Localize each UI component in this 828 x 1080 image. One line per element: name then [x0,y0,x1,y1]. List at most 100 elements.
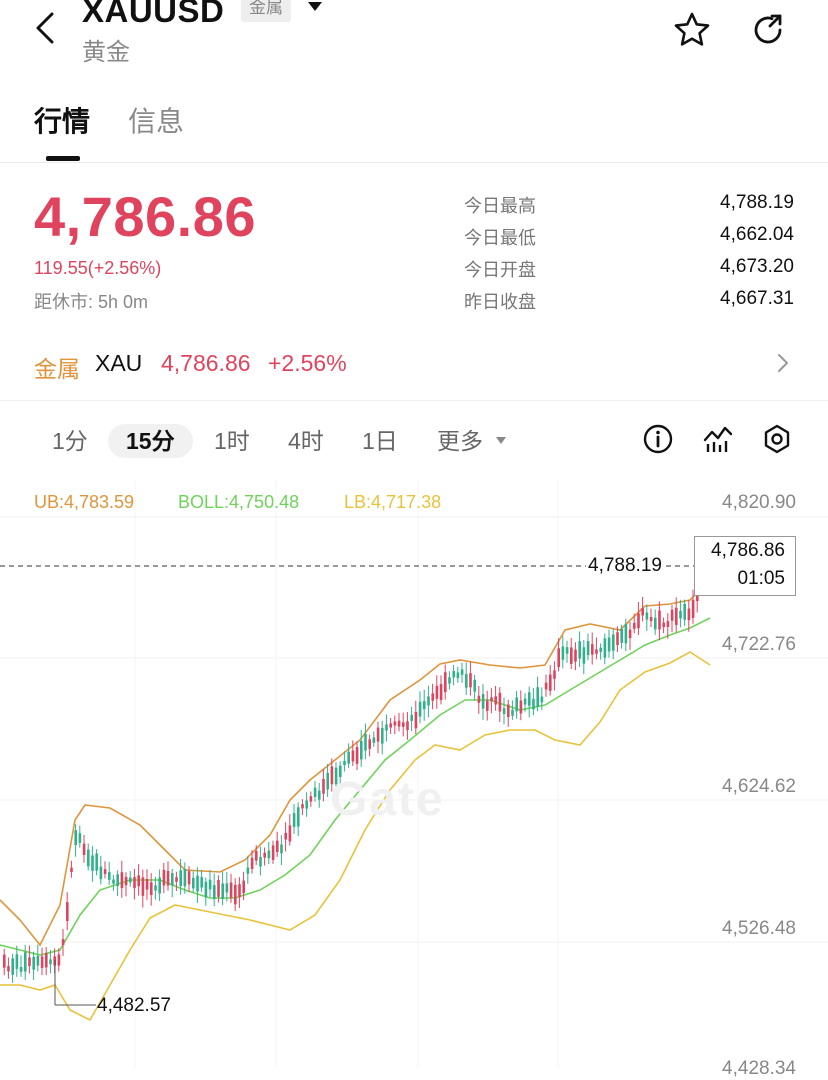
candle-body [616,632,619,645]
candle-body [364,733,367,751]
candle-body [217,879,220,897]
stat-label-open: 今日开盘 [464,260,536,280]
candle-body [284,832,287,840]
chevron-right-icon[interactable] [772,350,794,376]
candle-body [255,851,258,861]
candle-body [129,877,132,883]
share-button[interactable] [748,10,788,50]
candle-body [414,711,418,729]
candle-body [410,714,413,721]
candle-body [385,724,388,731]
candle-body [389,723,392,728]
candle-body [586,641,590,656]
back-button[interactable] [30,6,70,50]
candle-body [666,621,670,627]
candle-body [309,796,313,802]
interval-more[interactable]: 更多 [437,428,483,454]
related-price[interactable]: 4,786.86 [161,350,251,376]
candle-body [553,670,556,679]
candle-body [397,720,401,727]
candle-body [654,617,657,630]
candle-body [633,622,636,629]
candle-body [624,623,628,644]
candle-body [381,728,384,744]
candle-body [95,853,98,871]
favorite-button[interactable] [672,10,712,50]
stat-value-high: 4,788.19 [720,192,794,213]
candle-body [486,700,489,711]
candle-body [591,644,594,655]
candle-body [431,693,434,701]
candle-body [263,852,266,858]
candle-body [523,698,527,705]
candle-body [162,869,166,886]
candle-body [607,637,611,652]
candle-body [19,966,23,972]
candle-body [318,790,321,800]
dropdown-caret-icon[interactable] [308,2,322,11]
candle-body [3,954,6,968]
candle-body [313,787,317,797]
chart-settings-button[interactable] [760,422,794,456]
candle-body [7,966,10,972]
chart-info-button[interactable] [641,422,675,456]
candle-body [179,870,182,887]
candle-body [124,876,128,886]
market-close-countdown: 距休市: 5h 0m [34,292,149,312]
candle-body [288,825,292,842]
candle-body [658,610,661,630]
interval-1h[interactable]: 1时 [214,428,250,454]
interval-4h[interactable]: 4时 [288,428,324,454]
interval-1d[interactable]: 1日 [362,428,398,454]
candle-body [368,739,371,749]
related-change[interactable]: +2.56% [268,350,347,376]
candle-body [469,673,472,688]
candle-body [376,727,380,742]
candle-body [66,902,69,922]
candle-body [511,709,514,716]
candle-body [166,870,170,886]
symbol-subtitle: 黄金 [82,39,130,66]
candle-body [57,954,61,966]
low-marker-label: 4,482.57 [97,995,171,1016]
candle-body [70,867,73,873]
candle-body [515,697,518,712]
candle-body [427,696,430,706]
candle-body [301,804,304,809]
related-symbol[interactable]: XAU [95,350,143,376]
candle-body [305,800,308,809]
tab-market[interactable]: 行情 [34,106,91,137]
candle-body [133,877,136,889]
candle-body [11,958,14,975]
candle-body [74,830,77,846]
category-badge: 金属 [241,0,291,22]
candle-body [599,647,602,652]
candle-body [250,857,254,869]
tab-info[interactable]: 信息 [128,106,185,137]
candle-body [679,610,682,619]
candle-body [402,722,405,727]
candle-body [582,647,586,664]
candle-body [347,751,350,764]
candle-body [145,878,149,890]
indicator-icon [703,426,733,452]
symbol-title[interactable]: XAUUSD [82,0,225,29]
candle-body [158,877,161,894]
chevron-down-icon[interactable] [496,437,506,444]
candle-body [292,813,296,827]
interval-15m[interactable]: 15分 [108,424,193,458]
candle-body [120,872,124,889]
candle-body [393,721,397,726]
candle-body [183,869,187,887]
candle-body [259,856,262,867]
chart-indicators-button[interactable] [701,422,735,456]
info-icon [643,424,673,454]
related-category[interactable]: 金属 [34,356,80,382]
candle-body [519,700,523,714]
candlestick-chart[interactable] [0,470,828,1068]
stat-value-low: 4,662.04 [720,224,794,245]
interval-1m[interactable]: 1分 [52,428,88,454]
candle-body [498,692,502,712]
candle-body [141,877,145,896]
candle-body [32,956,35,970]
